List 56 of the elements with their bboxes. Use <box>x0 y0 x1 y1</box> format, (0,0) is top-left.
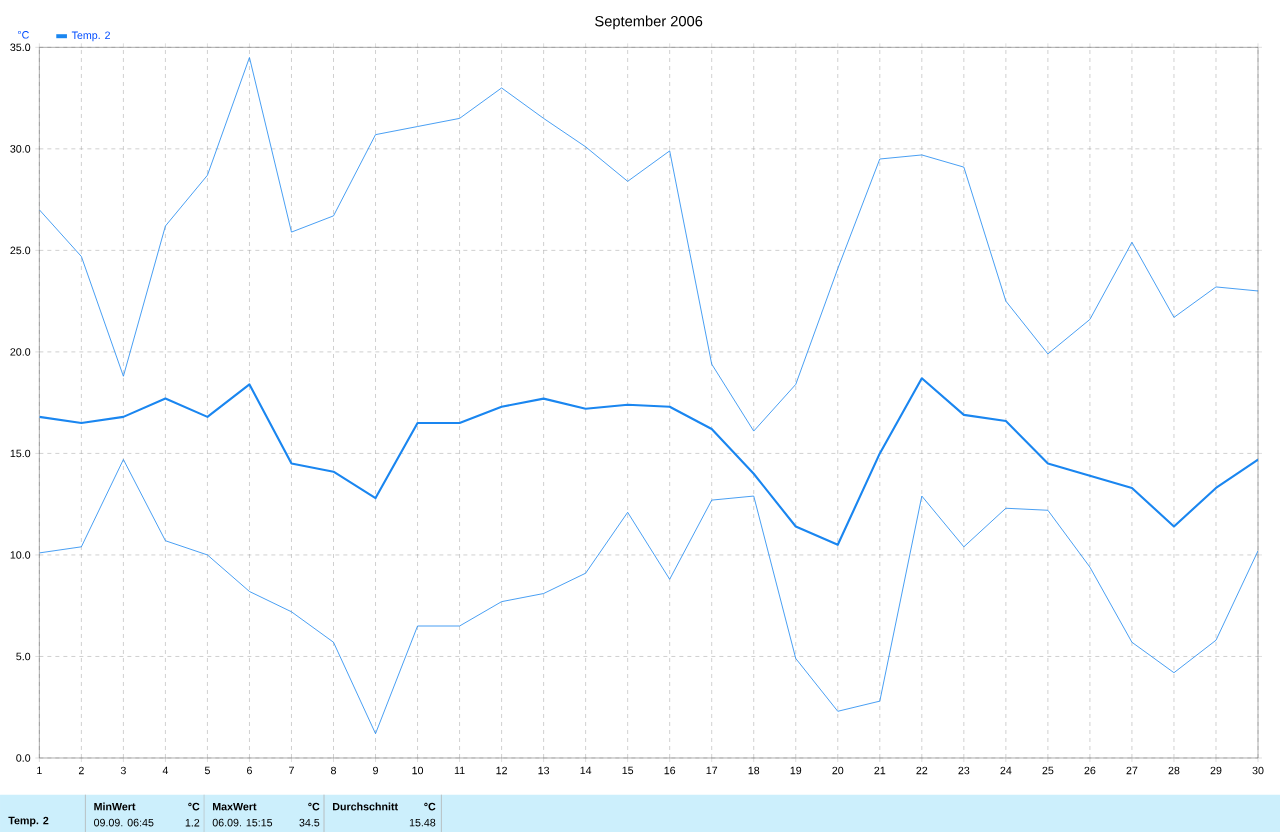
x-tick-label: 23 <box>958 766 970 775</box>
text: MaxWert <box>212 802 257 811</box>
x-tick-label: 20 <box>832 766 844 775</box>
y-tick-label: 35.0 <box>10 43 31 51</box>
x-tick-label: 27 <box>1126 766 1138 774</box>
line-series <box>39 377 1259 546</box>
x-tick-label: 11 <box>454 766 465 774</box>
x-tick-label: 29 <box>1210 766 1222 775</box>
x-tick-label: 13 <box>538 766 550 775</box>
x-tick-label: 18 <box>748 766 760 775</box>
x-tick-label: 19 <box>790 766 802 775</box>
text: °C <box>188 802 200 811</box>
x-tick-label: 8 <box>331 766 336 775</box>
text: 1.2 <box>185 818 200 827</box>
x-tick-label: 12 <box>496 766 507 774</box>
x-tick-label: 17 <box>706 766 718 774</box>
y-tick-label: 0.0 <box>16 754 31 762</box>
text: Temp. 2 <box>8 816 49 827</box>
x-tick-label: 24 <box>1000 766 1012 774</box>
x-tick-label: 16 <box>664 766 676 775</box>
x-tick-label: 21 <box>874 766 886 774</box>
text: 09.09. 06:45 <box>94 818 154 827</box>
text: 34.5 <box>299 818 320 827</box>
line-series <box>39 458 1259 734</box>
x-tick-label: 7 <box>289 766 294 774</box>
x-tick-label: 28 <box>1168 766 1180 775</box>
y-tick-label: 30.0 <box>10 144 31 153</box>
x-tick-label: 1 <box>37 766 42 774</box>
y-tick-label: 15.0 <box>10 449 31 458</box>
x-tick-label: 14 <box>580 766 592 774</box>
y-tick-label: 10.0 <box>10 550 31 559</box>
text: MinWert <box>94 802 136 811</box>
x-tick-label: 30 <box>1252 766 1264 775</box>
x-tick-label: 26 <box>1084 766 1096 775</box>
text: 15.48 <box>409 818 436 827</box>
y-axis-title: °C <box>17 30 29 39</box>
y-tick-label: 5.0 <box>16 652 31 661</box>
x-tick-label: 22 <box>916 766 928 774</box>
x-tick-label: 10 <box>412 766 424 775</box>
y-tick-label: 25.0 <box>10 246 31 254</box>
line-series <box>39 56 1259 432</box>
y-tick-label: 20.0 <box>10 347 31 356</box>
text: °C <box>308 802 320 811</box>
chart-title: September 2006 <box>595 15 703 30</box>
x-tick-label: 2 <box>78 766 84 774</box>
x-tick-label: 4 <box>162 766 169 774</box>
x-tick-label: 6 <box>247 766 252 775</box>
x-tick-label: 15 <box>622 766 634 774</box>
text: 06.09. 15:15 <box>212 818 273 827</box>
legend-label: Temp. 2 <box>71 31 110 41</box>
x-tick-label: 5 <box>204 766 210 774</box>
x-tick-label: 9 <box>373 766 378 775</box>
x-tick-label: 25 <box>1042 766 1054 775</box>
x-tick-label: 3 <box>120 766 126 775</box>
text: °C <box>424 802 436 811</box>
text: Durchschnitt <box>332 802 398 811</box>
